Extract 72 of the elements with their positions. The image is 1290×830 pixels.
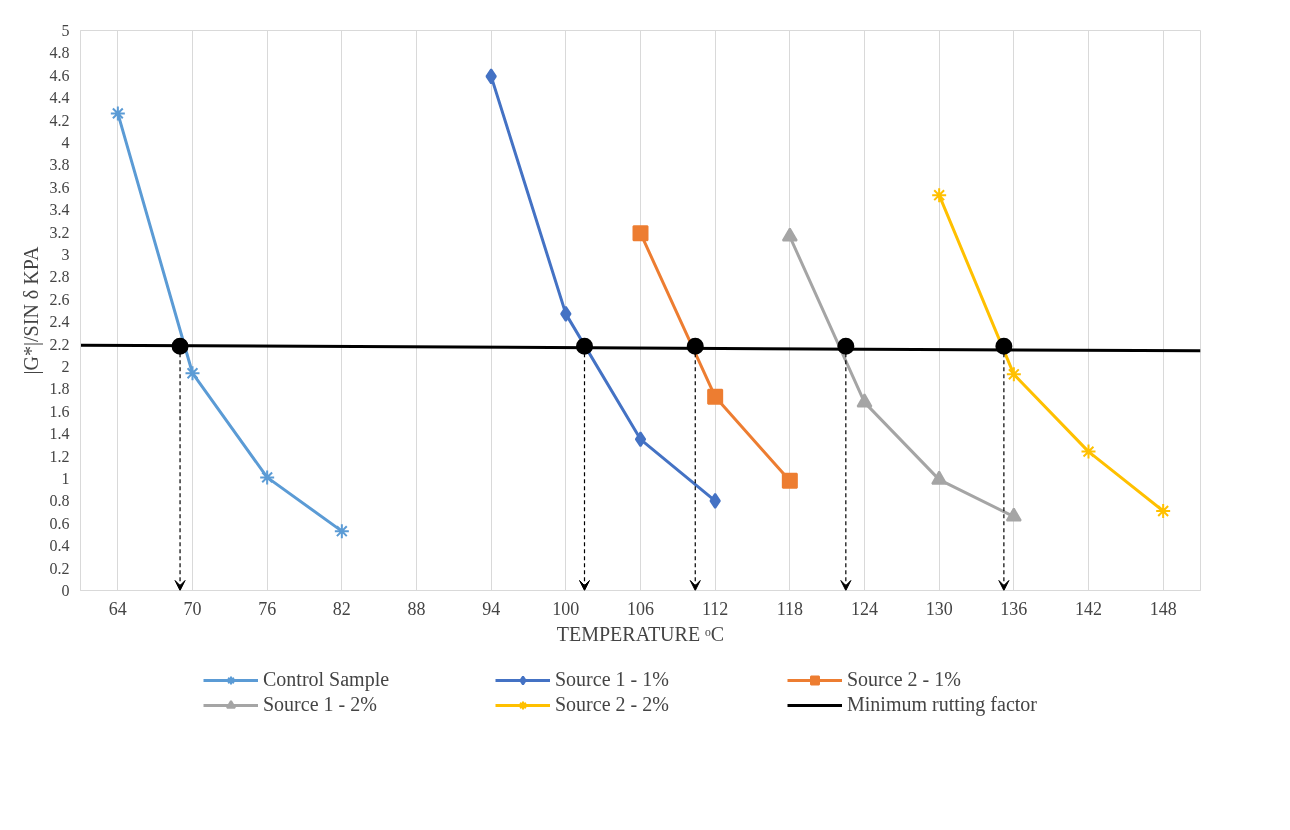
point (560, 305, 572, 322)
point (1080, 443, 1097, 460)
x-tick-label: 142 (1075, 598, 1102, 619)
legend-label: Minimum rutting factor (847, 693, 1038, 716)
y-tick-label: 0.2 (49, 559, 70, 577)
y-tick-label: 2.6 (49, 290, 70, 308)
y-tick-label: 0.4 (49, 537, 70, 555)
point (931, 187, 948, 204)
y-tick-label: 0 (61, 582, 70, 599)
x-tick-label: 130 (925, 598, 953, 619)
y-tick-label: 1 (61, 470, 70, 487)
y-tick-label: 4.2 (49, 111, 70, 129)
x-tick-label: 136 (1000, 598, 1028, 619)
point (171, 337, 189, 355)
legend-label: Source 2 - 2% (555, 693, 670, 716)
point (1155, 502, 1172, 519)
point (634, 431, 647, 448)
point (333, 523, 350, 540)
point (931, 470, 948, 485)
point (686, 337, 704, 355)
x-tick-label: 118 (776, 598, 804, 619)
y-tick-label: 5 (61, 22, 70, 39)
x-tick-label: 94 (482, 598, 501, 619)
point (995, 337, 1013, 355)
x-tick-label: 112 (702, 598, 729, 619)
point (707, 388, 724, 405)
x-axis-title: TEMPERATURE ᵒC (556, 622, 725, 645)
y-tick-label: 0.6 (49, 514, 70, 532)
y-tick-label: 2.8 (49, 268, 70, 286)
x-tick-label: 64 (108, 598, 127, 619)
point (856, 393, 873, 408)
legend-label: Source 2 - 1% (847, 668, 962, 691)
legend-label: Source 1 - 1% (555, 668, 670, 691)
x-tick-label: 70 (183, 598, 202, 619)
point (109, 105, 126, 122)
x-tick-label: 100 (552, 598, 580, 619)
y-tick-label: 2.2 (49, 335, 70, 353)
x-tick-label: 76 (258, 598, 277, 619)
point (632, 225, 649, 242)
y-axis-title: |G*|/SIN δ KPA (19, 246, 43, 375)
y-tick-label: 3.6 (49, 178, 70, 196)
y-tick-label: 2 (61, 358, 70, 375)
x-tick-label: 82 (332, 598, 351, 619)
y-tick-label: 0.8 (49, 492, 70, 510)
y-tick-label: 3.8 (49, 156, 70, 174)
x-tick-label: 148 (1149, 598, 1177, 619)
point (1005, 366, 1022, 383)
y-tick-label: 4 (61, 134, 70, 151)
point (781, 472, 798, 489)
point (576, 337, 593, 355)
legend-label: Source 1 - 2% (263, 693, 378, 716)
point (1005, 507, 1022, 522)
y-tick-label: 3 (61, 246, 70, 263)
legend-label: Control Sample (263, 668, 391, 691)
y-tick-label: 1.8 (49, 380, 70, 398)
x-tick-label: 124 (851, 598, 878, 619)
y-tick-label: 1.4 (49, 425, 70, 443)
point (184, 365, 201, 382)
y-tick-label: 4.8 (49, 44, 70, 62)
x-tick-label: 106 (627, 598, 654, 619)
x-tick-label: 88 (407, 598, 426, 619)
y-tick-label: 1.2 (49, 447, 70, 465)
y-tick-label: 3.4 (49, 201, 70, 219)
point (485, 68, 497, 85)
y-tick-label: 4.4 (49, 89, 70, 107)
point (837, 337, 855, 355)
y-tick-label: 3.2 (49, 223, 70, 241)
y-tick-label: 2.4 (49, 313, 70, 331)
y-tick-label: 1.6 (49, 402, 70, 420)
point (709, 492, 721, 509)
point (259, 469, 276, 486)
y-tick-label: 4.6 (49, 66, 70, 84)
